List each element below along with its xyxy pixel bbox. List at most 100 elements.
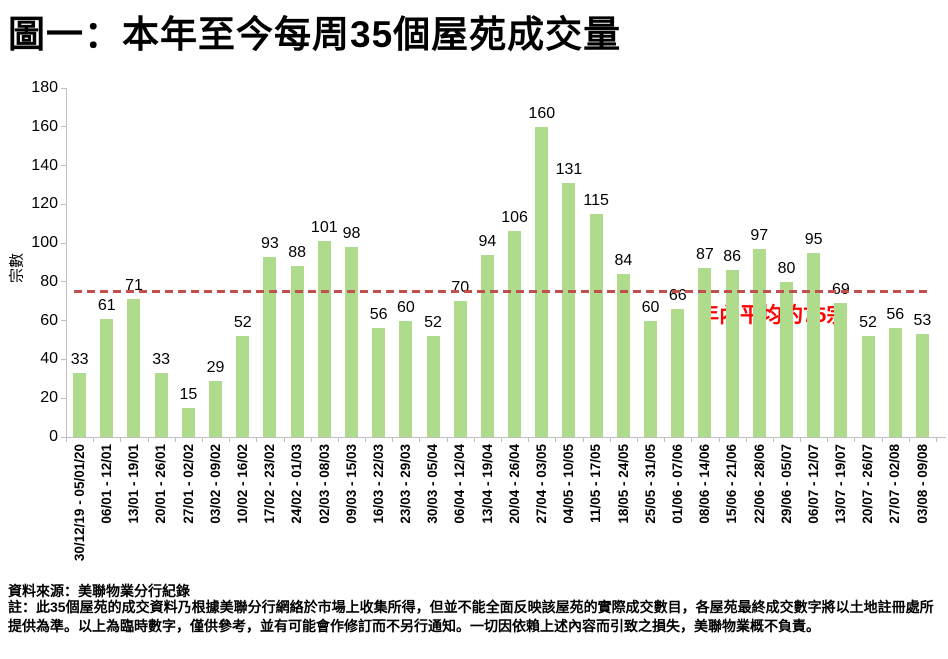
bar	[344, 246, 358, 437]
bar-value-label: 56	[369, 306, 388, 324]
bar	[453, 301, 467, 437]
y-tick-label: 140	[31, 156, 58, 174]
y-tick-label: 100	[31, 234, 58, 252]
x-tick-mark	[555, 437, 557, 442]
bar-value-label: 84	[614, 252, 633, 270]
bar-value-label: 95	[804, 230, 823, 248]
bar-value-label: 52	[859, 314, 877, 332]
bar-value-label: 86	[723, 248, 741, 266]
x-tick-label: 16/03 - 22/03	[365, 444, 392, 584]
x-tick-mark	[691, 437, 693, 442]
x-tick-mark	[745, 437, 747, 442]
y-tick-label: 20	[40, 389, 58, 407]
x-tick-label: 30/03 - 05/04	[419, 444, 446, 584]
x-tick-label-text: 06/01 - 12/01	[99, 444, 115, 524]
y-tick-mark	[61, 126, 66, 128]
y-tick-mark	[61, 281, 66, 283]
bar	[508, 231, 522, 437]
x-tick-label: 06/01 - 12/01	[93, 444, 120, 584]
chart-title: 圖一：本年至今每周35個屋苑成交量	[8, 14, 622, 55]
x-tick-mark	[718, 437, 720, 442]
bar-value-label: 29	[206, 358, 225, 376]
x-tick-label: 06/07 - 12/07	[800, 444, 827, 584]
bar-value-label: 53	[913, 312, 932, 330]
y-tick-mark	[61, 165, 66, 167]
x-tick-label-text: 20/01 - 26/01	[153, 444, 169, 524]
bar-value-label: 98	[342, 224, 361, 242]
bar	[589, 214, 603, 437]
x-tick-label-text: 17/02 - 23/02	[262, 444, 278, 524]
bar	[209, 380, 223, 437]
bar	[154, 373, 168, 437]
y-tick-mark	[61, 320, 66, 322]
x-tick-mark	[636, 437, 638, 442]
x-tick-mark	[392, 437, 394, 442]
x-tick-label-text: 18/05 - 24/05	[615, 444, 631, 524]
x-tick-label: 03/08 - 09/08	[909, 444, 936, 584]
bar	[535, 126, 549, 437]
x-tick-mark	[174, 437, 176, 442]
y-tick-label: 160	[31, 117, 58, 135]
bar	[399, 320, 413, 437]
bar-value-label: 101	[310, 219, 338, 237]
x-tick-label: 29/06 - 05/07	[773, 444, 800, 584]
x-tick-mark	[854, 437, 856, 442]
x-tick-label: 06/04 - 12/04	[447, 444, 474, 584]
bar-value-label: 52	[424, 314, 442, 332]
x-tick-label: 02/03 - 08/03	[311, 444, 338, 584]
bar-value-label: 33	[152, 351, 171, 369]
x-tick-label: 22/06 - 28/06	[746, 444, 773, 584]
x-tick-label: 18/05 - 24/05	[610, 444, 637, 584]
y-tick-label: 120	[31, 195, 58, 213]
bar	[100, 318, 114, 437]
x-tick-label: 04/05 - 10/05	[555, 444, 582, 584]
x-tick-label: 20/04 - 26/04	[501, 444, 528, 584]
x-tick-label-text: 20/07 - 26/07	[860, 444, 876, 524]
bar-value-label: 88	[288, 244, 306, 262]
bar	[317, 241, 331, 437]
x-tick-mark	[419, 437, 421, 442]
x-tick-label: 15/06 - 21/06	[719, 444, 746, 584]
x-tick-label-text: 22/06 - 28/06	[751, 444, 767, 524]
bar-value-label: 93	[261, 234, 279, 252]
x-tick-label-text: 03/08 - 09/08	[914, 444, 930, 524]
x-tick-label-text: 27/01 - 02/02	[180, 444, 196, 524]
x-tick-mark	[772, 437, 774, 442]
bar	[834, 303, 848, 437]
x-tick-label-text: 06/07 - 12/07	[805, 444, 821, 524]
x-tick-label-text: 15/06 - 21/06	[724, 444, 740, 524]
x-tick-mark	[446, 437, 448, 442]
bar	[263, 256, 277, 437]
x-tick-label-text: 13/04 - 19/04	[479, 444, 495, 524]
y-tick-mark	[61, 242, 66, 244]
x-tick-label-text: 06/04 - 12/04	[452, 444, 468, 524]
x-tick-label-text: 30/12/19 - 05/01/20	[71, 444, 87, 562]
x-tick-label: 10/02 - 16/02	[229, 444, 256, 584]
bar-value-label: 15	[179, 385, 198, 403]
average-line-label: 年內平均約75宗	[698, 304, 848, 327]
bar	[290, 266, 304, 437]
x-tick-label: 13/04 - 19/04	[474, 444, 501, 584]
x-tick-mark	[827, 437, 829, 442]
x-tick-label-text: 13/01 - 19/01	[126, 444, 142, 524]
x-tick-label-text: 03/02 - 09/02	[207, 444, 223, 524]
x-tick-mark	[582, 437, 584, 442]
x-tick-label-text: 27/04 - 03/05	[534, 444, 550, 524]
x-tick-label: 17/02 - 23/02	[256, 444, 283, 584]
x-tick-label-text: 01/06 - 07/06	[669, 444, 685, 524]
x-tick-mark	[283, 437, 285, 442]
bar	[562, 183, 576, 437]
bar	[888, 328, 902, 437]
y-tick-mark	[61, 358, 66, 360]
footer-source: 資料來源：美聯物業分行紀錄	[8, 583, 190, 599]
y-tick-mark	[61, 203, 66, 205]
x-tick-label-text: 20/04 - 26/04	[506, 444, 522, 524]
x-tick-mark	[337, 437, 339, 442]
bar-value-label: 52	[233, 314, 252, 332]
x-tick-label: 27/04 - 03/05	[528, 444, 555, 584]
x-tick-mark	[365, 437, 367, 442]
bar-value-label: 160	[528, 104, 556, 122]
bar-value-label: 94	[478, 232, 497, 250]
average-line	[74, 290, 930, 294]
